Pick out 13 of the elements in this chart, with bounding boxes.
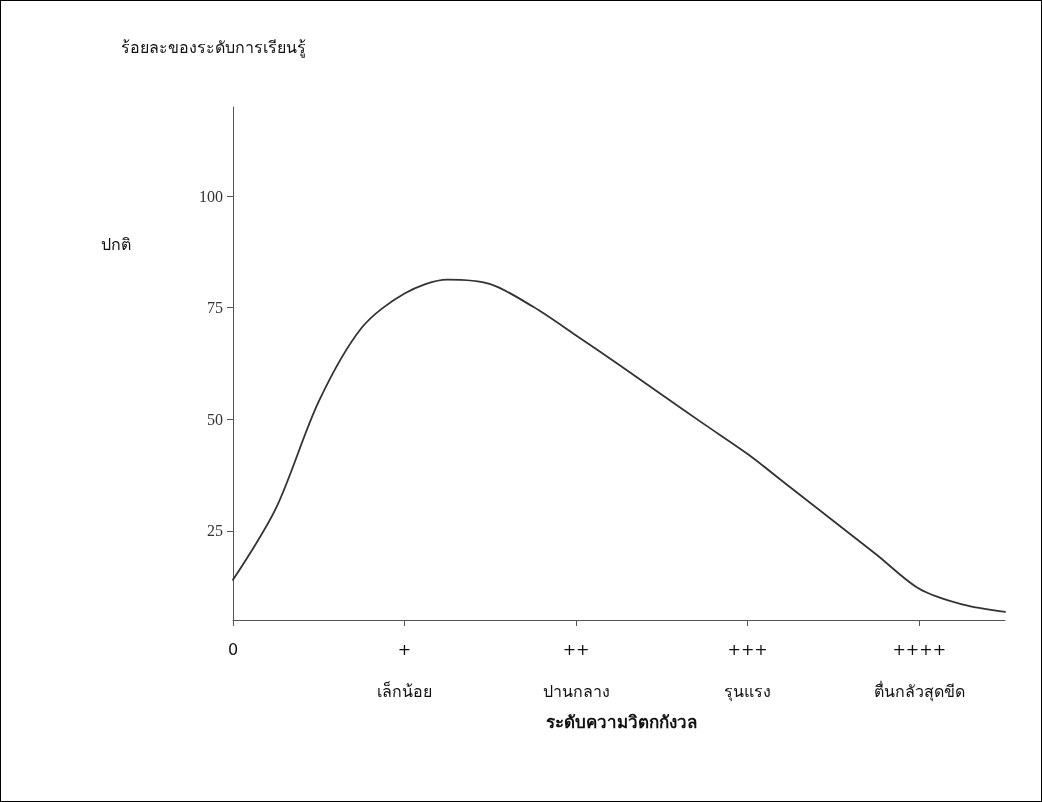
category-label: + เล็กน้อย (377, 639, 433, 701)
text: ระดับความวิตกกังวล (545, 711, 697, 732)
y-tick-label: 75 (207, 299, 223, 317)
text: ปกติ (101, 234, 131, 254)
category-label: ++++ ตื่นกลัวสุดขีด (873, 639, 965, 701)
category-label: +++ รุนแรง (724, 639, 772, 701)
y-tick-label: 25 (207, 522, 223, 540)
y-tick-label: 100 (199, 187, 223, 205)
x-tick-label: 0 (227, 639, 239, 659)
y-tick-label: 50 (207, 410, 223, 428)
y-axis-title: ร้อยละของระดับการเรียนรู้ (121, 37, 306, 58)
category-label: ++ ปานกลาง (542, 639, 610, 701)
line-series (232, 278, 1006, 613)
